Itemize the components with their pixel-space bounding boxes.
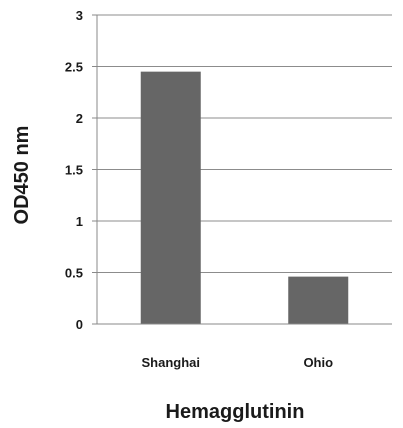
bars bbox=[140, 71, 349, 325]
bar-shanghai bbox=[140, 71, 201, 325]
x-tick-labels: Shanghai Ohio bbox=[141, 355, 333, 370]
y-tick-label: 0.5 bbox=[65, 266, 83, 281]
y-tick-label: 2 bbox=[76, 111, 83, 126]
x-tick-label: Ohio bbox=[303, 355, 333, 370]
y-tick-label: 1 bbox=[76, 214, 83, 229]
y-axis-title: OD450 nm bbox=[11, 126, 33, 225]
x-tick-label: Shanghai bbox=[141, 355, 200, 370]
y-tick-label: 3 bbox=[76, 8, 83, 23]
y-tick-label: 0 bbox=[76, 317, 83, 332]
x-axis-title: Hemagglutinin bbox=[166, 401, 305, 423]
bar-ohio bbox=[288, 276, 349, 324]
y-tick-label: 2.5 bbox=[65, 60, 83, 75]
y-tick-labels: 0 0.5 1 1.5 2 2.5 3 bbox=[65, 8, 97, 332]
y-tick-label: 1.5 bbox=[65, 163, 83, 178]
